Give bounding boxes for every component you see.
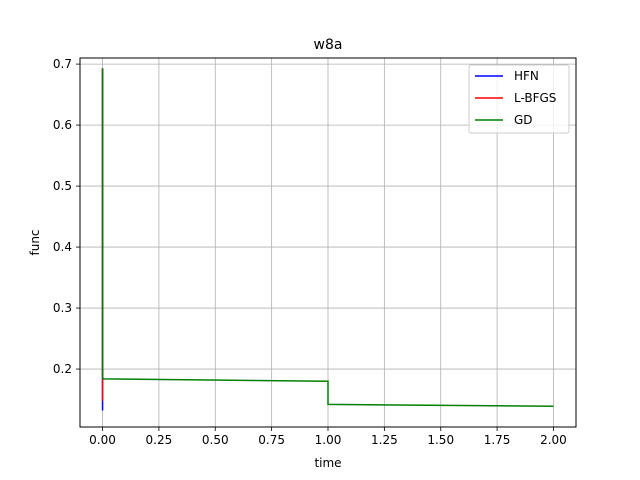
legend: HFN L-BFGS GD <box>468 64 570 134</box>
y-tick-label: 0.6 <box>53 118 72 132</box>
x-axis-label: time <box>314 456 341 470</box>
y-tick-label: 0.4 <box>53 240 72 254</box>
y-tick-label: 0.3 <box>53 301 72 315</box>
legend-label-l-bfgs: L-BFGS <box>514 91 556 105</box>
legend-box <box>468 64 570 134</box>
y-tick-label: 0.5 <box>53 179 72 193</box>
x-tick-label: 0.25 <box>146 433 173 447</box>
x-tick-label: 2.00 <box>540 433 567 447</box>
x-tick-label: 0.00 <box>89 433 116 447</box>
x-axis-ticks: 0.00 0.25 0.50 0.75 1.00 1.25 1.50 1.75 2.00 <box>89 427 567 447</box>
x-tick-label: 0.50 <box>202 433 229 447</box>
chart-title: w8a <box>314 37 343 53</box>
x-tick-label: 1.00 <box>315 433 342 447</box>
y-tick-label: 0.7 <box>53 57 72 71</box>
plot-series <box>101 68 554 411</box>
x-tick-label: 1.25 <box>371 433 398 447</box>
legend-label-hfn: HFN <box>514 69 539 83</box>
x-tick-label: 0.75 <box>258 433 285 447</box>
series-line-gd <box>101 68 554 408</box>
y-tick-label: 0.2 <box>53 362 72 376</box>
x-tick-label: 1.50 <box>427 433 454 447</box>
y-axis-label: func <box>28 229 42 255</box>
x-tick-label: 1.75 <box>484 433 511 447</box>
legend-label-gd: GD <box>514 113 533 127</box>
y-axis-ticks: 0.2 0.3 0.4 0.5 0.6 0.7 <box>53 57 80 376</box>
